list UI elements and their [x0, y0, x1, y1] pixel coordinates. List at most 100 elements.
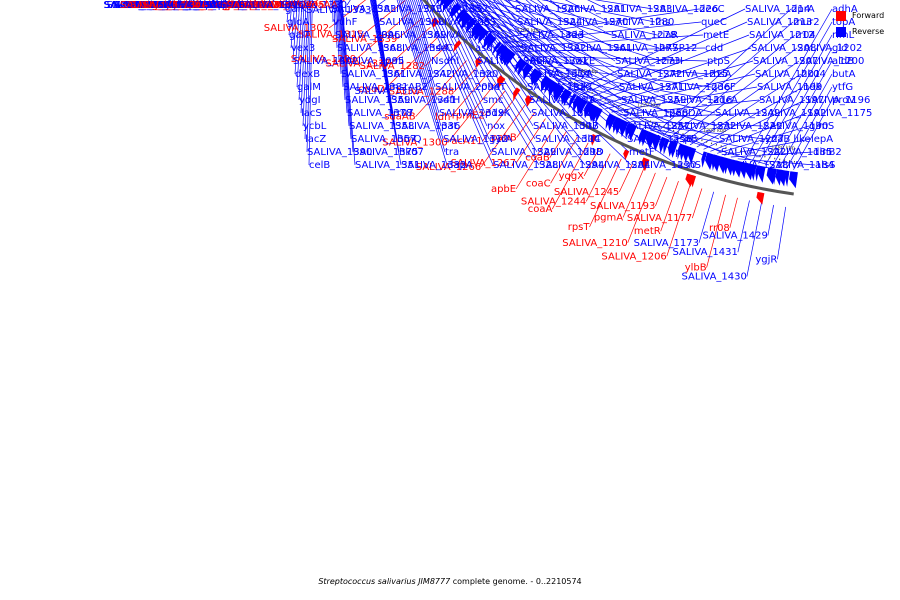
gene-label[interactable]: deoC [699, 4, 725, 15]
gene-label[interactable]: coaA [528, 204, 553, 215]
gene-label[interactable]: SALIVA_1193 [590, 201, 655, 212]
gene-label[interactable]: SALIVA_1352 [423, 4, 488, 15]
gene-label[interactable]: ytfG [832, 82, 853, 93]
gene-label[interactable]: pbuX [255, 0, 281, 11]
gene-label[interactable]: SALIVA_1216 [667, 95, 732, 106]
gene-label[interactable]: opuD [358, 84, 385, 95]
gene-label[interactable]: SALIVA_1394 [152, 0, 217, 11]
gene-label[interactable]: SALIVA_1267 [451, 158, 516, 169]
gene-label[interactable]: SALIVA_1266 [416, 162, 481, 173]
gene-label[interactable]: SALIVA_1257 [625, 121, 690, 132]
gene-label[interactable]: SALIVA_1313 [527, 82, 592, 93]
gene-label[interactable]: lepA [811, 134, 833, 145]
gene-label[interactable]: coaB [525, 153, 550, 164]
gene-label[interactable]: SALIVA_1367 [173, 0, 238, 11]
gene-label[interactable]: SALIVA_1426 [115, 0, 180, 11]
gene-label[interactable]: ycf27 [165, 0, 193, 11]
gene-label[interactable]: SALIVA_1330 [282, 0, 347, 11]
gene-label[interactable]: SALIVA_1210 [562, 238, 627, 249]
gene-label[interactable]: SALIVA_1317 [325, 59, 390, 70]
gene-label[interactable]: tra [445, 147, 459, 158]
gene-label[interactable]: SALIVA_1215 [663, 69, 728, 80]
gene-label[interactable]: vanSB [190, 0, 222, 11]
gene-label[interactable]: acA11 [451, 136, 482, 147]
gene-label[interactable]: SALIVA_1381 [343, 82, 408, 93]
gene-label[interactable]: uvrC [473, 30, 496, 41]
gene-label[interactable]: oleD [231, 0, 254, 11]
gene-label[interactable]: SALIVA_1236 [665, 82, 730, 93]
gene-label[interactable]: queC [701, 17, 727, 28]
gene-label[interactable]: SALIVA_1288 [389, 87, 454, 98]
gene-label[interactable]: SALIVA_1334 [220, 0, 285, 11]
gene-label[interactable]: hRSP12 [659, 43, 697, 54]
gene-label[interactable]: SALIVA_1316 [249, 0, 314, 11]
gene-label[interactable]: SALIVA_1326 [515, 4, 580, 15]
gene-label[interactable]: SALIVA_1300 [382, 138, 447, 149]
gene-label[interactable]: SALIVA_1324 [517, 17, 582, 28]
gene-label[interactable]: SALIVA_1336 [395, 121, 460, 132]
gene-label[interactable]: topA [832, 17, 855, 28]
gene-label[interactable]: apbE [491, 184, 516, 195]
gene-label[interactable]: SALIVA_1366 [143, 0, 208, 11]
gene-label[interactable]: SALIVA_1256 [627, 134, 692, 145]
gene-label[interactable]: SALIVA_1229 [717, 121, 782, 132]
gene-label[interactable]: SALIVA_1196 [805, 95, 870, 106]
gene-label[interactable]: Nsdhl [431, 56, 459, 67]
gene-label[interactable]: dltA [577, 108, 597, 119]
gene-label[interactable]: SALIVA_1230 [631, 160, 696, 171]
gene-label[interactable]: rr07 [393, 108, 414, 119]
gene-label[interactable]: SALIVA_1413 [151, 0, 216, 11]
gene-label[interactable]: SALIVA_1384 [148, 0, 213, 11]
gene-label[interactable]: SALIVA_1431 [673, 247, 738, 258]
gene-label[interactable]: SALIVA_1398 [104, 0, 169, 11]
gene-label[interactable]: SALIVA_1298 [537, 147, 602, 158]
gene-label[interactable]: SALIVA_1261 [567, 43, 632, 54]
gene-label[interactable]: queF [711, 82, 736, 93]
gene-label[interactable]: SALIVA_1272 [617, 69, 682, 80]
gene-label[interactable]: ycbN [172, 0, 197, 11]
gene-label[interactable]: SALIVA_1383 [331, 4, 396, 15]
gene-label[interactable]: SALIVA_1314 [525, 69, 590, 80]
gene-label[interactable]: SALIVA_1397 [125, 0, 190, 11]
gene-label[interactable]: SALIVA_1199 [757, 82, 822, 93]
gene-label[interactable]: SALIVA_1258 [623, 108, 688, 119]
gene-label[interactable]: SALIVA_1304 [535, 134, 600, 145]
gene-label[interactable]: SALIVA_1281 [561, 4, 626, 15]
gene-label[interactable]: SALIVA_1382 [159, 0, 224, 11]
gene-label[interactable]: SALIVA_1402 [293, 56, 358, 67]
gene-label[interactable]: FNV0895 [279, 0, 325, 11]
gene-label[interactable]: hk04 [801, 69, 826, 80]
gene-label[interactable]: rpsT [568, 222, 591, 233]
gene-label[interactable]: dprA [791, 4, 815, 15]
gene-label[interactable]: SALIVA_1371 [166, 0, 231, 11]
gene-label[interactable]: SALIVA_1280 [609, 17, 674, 28]
gene-label[interactable]: tdk [573, 82, 589, 93]
gene-label[interactable]: SALIVA_1321 [523, 56, 588, 67]
gene-label[interactable]: cdd [705, 43, 723, 54]
gene-label[interactable]: SALIVA_1345 [203, 0, 268, 11]
gene-label[interactable]: SALIVA_1424 [124, 0, 189, 11]
gene-label[interactable]: SALIVA_1376 [107, 0, 172, 11]
gene-label[interactable]: SALIVA_1390 [307, 147, 372, 158]
gene-label[interactable]: SALIVA_1360 [120, 0, 185, 11]
gene-label[interactable]: SALIVA_1207 [753, 56, 818, 67]
gene-label[interactable]: hscC [429, 43, 453, 54]
gene-label[interactable]: SALIVA_1325 [425, 17, 490, 28]
gene-label[interactable]: galM [297, 82, 321, 93]
gene-label[interactable]: SALIVA_1388 [125, 0, 190, 11]
gene-label[interactable]: pat [441, 121, 457, 132]
gene-label[interactable]: SALIVA_1331 [355, 86, 420, 97]
gene-label[interactable]: ydgI [299, 95, 321, 106]
gene-label[interactable]: SALIVA_1396 [103, 0, 168, 11]
gene-label[interactable]: SALIVA_1432 [173, 0, 238, 11]
gene-label[interactable]: SALIVA_1226 [653, 4, 718, 15]
gene-label[interactable]: SALIVA_1175 [807, 108, 872, 119]
gene-label[interactable]: dltD [583, 147, 604, 158]
gene-label[interactable]: SALIVA_1379 [148, 0, 213, 11]
gene-label[interactable]: SALIVA_2096 [335, 30, 400, 41]
gene-label[interactable]: SALIVA_1375 [353, 147, 418, 158]
gene-label[interactable]: SALIVA_1259 [621, 95, 686, 106]
gene-label[interactable]: SALIVA_1425 [163, 0, 228, 11]
gene-label[interactable]: SALIVA_1200 [799, 56, 864, 67]
gene-label[interactable]: SALIVA_1184 [769, 160, 834, 171]
